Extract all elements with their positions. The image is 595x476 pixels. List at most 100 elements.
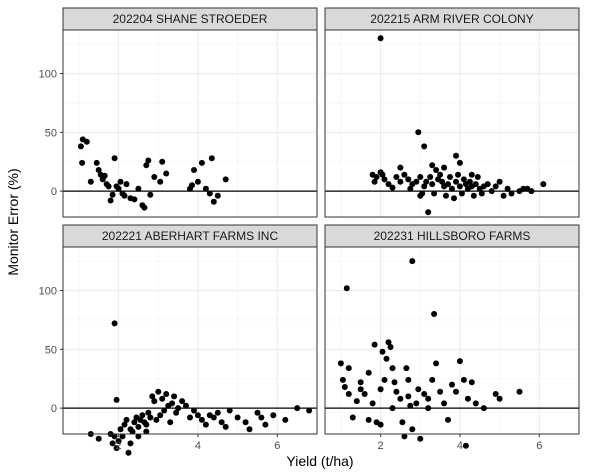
data-point — [385, 181, 392, 188]
facet-title: 202231 HILLSBORO FARMS — [374, 229, 531, 243]
data-point — [379, 171, 386, 178]
data-point — [409, 426, 416, 433]
data-point — [345, 391, 352, 397]
data-point — [109, 191, 116, 198]
facet-panel: 202204 SHANE STROEDER 0 50 100 — [39, 7, 318, 218]
panel-background — [63, 247, 317, 434]
panel-background — [325, 247, 579, 434]
data-point — [456, 358, 463, 365]
data-point — [194, 178, 201, 185]
data-point — [187, 414, 193, 421]
data-point — [115, 438, 122, 445]
data-point — [121, 421, 128, 428]
data-point — [456, 183, 463, 190]
data-point — [472, 181, 479, 188]
data-point — [492, 183, 499, 190]
data-point — [125, 449, 132, 456]
panel-border — [324, 29, 580, 218]
data-point — [222, 423, 229, 430]
facet-panel: 202215 ARM RIVER COLONY — [324, 7, 580, 218]
data-point — [393, 174, 400, 180]
data-point — [381, 376, 388, 383]
data-point — [151, 398, 158, 405]
data-point — [405, 376, 412, 383]
data-point — [449, 381, 455, 388]
data-point — [159, 395, 166, 402]
data-point — [445, 181, 451, 188]
data-point — [484, 181, 491, 188]
data-point — [189, 182, 195, 189]
data-point — [127, 426, 134, 433]
data-point — [431, 311, 438, 317]
data-point — [167, 419, 174, 426]
data-point — [496, 178, 503, 185]
data-point — [429, 181, 436, 188]
data-point — [389, 405, 396, 412]
data-point — [183, 402, 189, 409]
data-point — [202, 421, 209, 428]
data-point — [214, 409, 221, 416]
data-point — [169, 400, 176, 407]
facet-title: 202204 SHANE STROEDER — [113, 12, 268, 26]
data-point — [423, 178, 430, 185]
data-point — [349, 414, 356, 421]
data-point — [155, 388, 162, 395]
data-point — [145, 409, 152, 416]
data-point — [474, 174, 481, 180]
data-point — [439, 178, 446, 185]
panel-border — [324, 246, 580, 435]
data-point — [121, 192, 128, 199]
data-point — [415, 129, 422, 136]
data-point — [403, 365, 410, 372]
data-point — [464, 395, 471, 402]
x-tick-label: 6 — [536, 440, 542, 452]
data-point — [397, 395, 404, 402]
data-point — [159, 158, 166, 165]
data-point — [131, 196, 138, 203]
data-point — [429, 376, 436, 383]
facet-title: 202221 ABERHART FARMS INC — [102, 229, 279, 243]
data-point — [143, 162, 150, 169]
data-point — [117, 426, 124, 433]
data-point — [119, 433, 126, 440]
data-point — [191, 167, 197, 173]
data-point — [393, 388, 400, 395]
data-point — [208, 155, 215, 162]
data-point — [175, 405, 182, 412]
data-point — [365, 416, 372, 423]
data-point — [198, 159, 205, 166]
data-point — [115, 185, 122, 192]
data-point — [123, 416, 130, 423]
data-point — [425, 405, 432, 412]
data-point — [453, 152, 459, 159]
data-point — [405, 176, 412, 183]
data-point — [377, 35, 384, 42]
y-tick-label: 50 — [45, 344, 57, 356]
data-point — [462, 442, 469, 449]
data-point — [246, 426, 253, 433]
data-point — [131, 419, 138, 426]
data-point — [173, 409, 180, 416]
data-point — [111, 433, 118, 440]
data-point — [145, 157, 152, 164]
data-point — [453, 178, 459, 185]
data-point — [516, 388, 523, 395]
data-point — [433, 360, 440, 367]
data-point — [468, 171, 475, 178]
data-point — [194, 412, 201, 419]
data-point — [405, 393, 412, 400]
data-point — [234, 414, 241, 421]
facet-panel: 202231 HILLSBORO FARMS 2 4 6 — [324, 224, 580, 452]
data-point — [357, 386, 364, 393]
facet-panel: 202221 ABERHART FARMS INC 0 50 100 2 4 6 — [39, 224, 318, 456]
data-point — [77, 143, 84, 150]
data-point — [453, 388, 459, 395]
data-point — [377, 386, 384, 393]
data-point — [401, 171, 408, 178]
data-point — [456, 159, 463, 166]
data-point — [218, 419, 225, 426]
data-point — [157, 178, 164, 185]
panel-border — [62, 246, 318, 435]
data-point — [127, 440, 134, 447]
